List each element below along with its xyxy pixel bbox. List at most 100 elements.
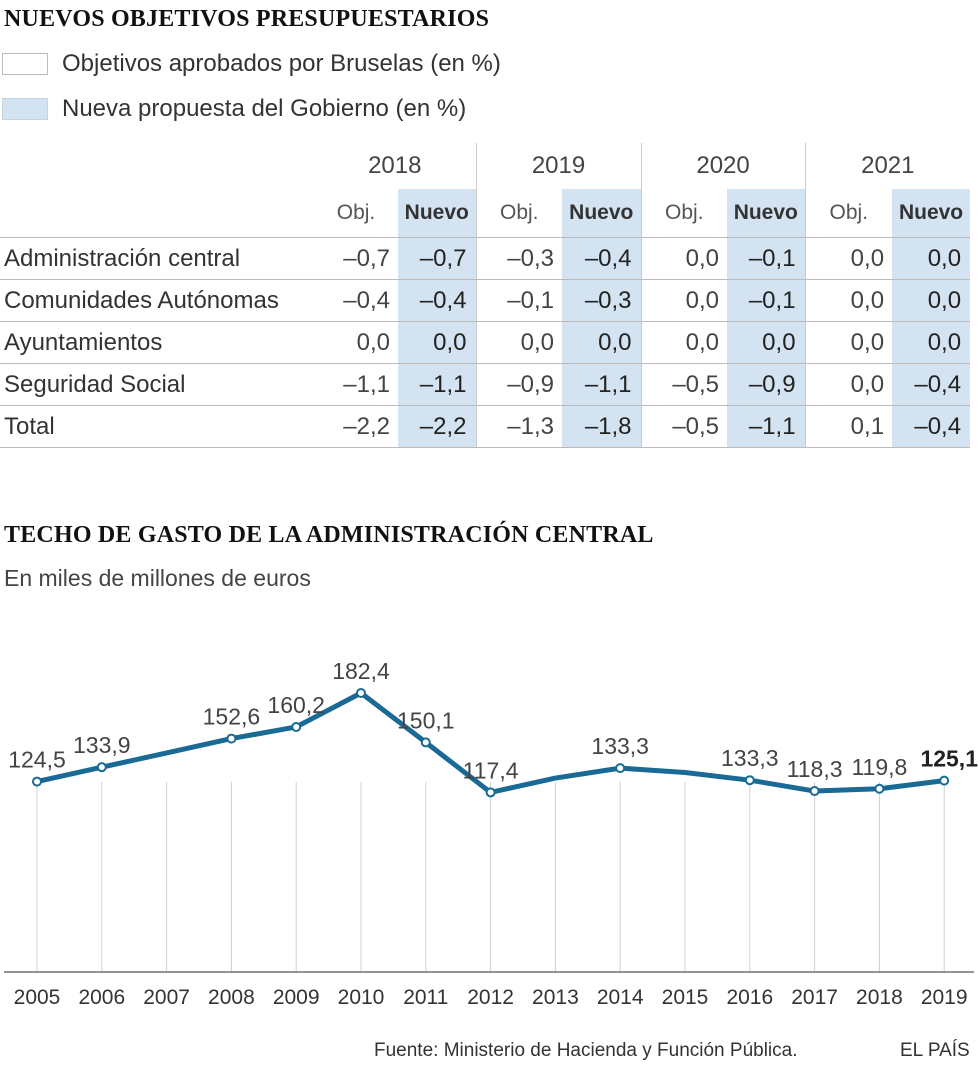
- cell-nuevo: –1,1: [398, 363, 477, 406]
- sub-header-nuevo: Nuevo: [892, 189, 971, 238]
- data-point: [939, 775, 950, 786]
- row-label: Administración central: [0, 237, 314, 280]
- x-tick-label: 2019: [921, 986, 968, 1009]
- data-label: 182,4: [332, 658, 390, 684]
- cell-obj: 0,0: [640, 321, 728, 364]
- year-header: 2019: [475, 143, 642, 189]
- sub-header-nuevo: Nuevo: [398, 189, 477, 238]
- cell-nuevo: –1,8: [562, 405, 642, 448]
- data-point: [874, 783, 885, 794]
- cell-nuevo: –0,4: [398, 279, 477, 322]
- corner-cell: [0, 143, 314, 189]
- legend-swatch-proposed: [2, 98, 48, 120]
- x-tick-label: 2006: [78, 986, 125, 1009]
- cell-nuevo: –0,3: [562, 279, 642, 322]
- cell-nuevo: –0,9: [727, 363, 806, 406]
- data-point: [615, 763, 626, 774]
- x-tick-label: 2005: [14, 986, 61, 1009]
- cell-obj: –1,3: [475, 405, 563, 448]
- legend-label-approved: Objetivos aprobados por Bruselas (en %): [62, 50, 501, 77]
- row-label: Comunidades Autónomas: [0, 279, 314, 322]
- data-label: 119,8: [851, 754, 907, 780]
- chart-subtitle: En miles de millones de euros: [4, 565, 311, 591]
- cell-nuevo: 0,0: [892, 321, 971, 364]
- chart-title: TECHO DE GASTO DE LA ADMINISTRACIÓN CENT…: [4, 522, 654, 548]
- cell-nuevo: –0,7: [398, 237, 477, 280]
- x-tick-label: 2010: [338, 986, 385, 1009]
- cell-obj: 0,0: [475, 321, 563, 364]
- data-label: 160,2: [267, 692, 325, 718]
- cell-nuevo: –1,1: [562, 363, 642, 406]
- x-tick-label: 2008: [208, 986, 255, 1009]
- data-point: [420, 737, 431, 748]
- x-tick-label: 2013: [532, 986, 579, 1009]
- line-chart: 2005 2006 2007 2008 2009 2010 2011 2012 2013 2014…: [4, 658, 978, 1009]
- cell-obj: 0,0: [640, 279, 728, 322]
- sub-header-row: Obj. Nuevo Obj. Nuevo Obj. Nuevo Obj. Nu…: [0, 189, 971, 238]
- legend-swatch-approved: [2, 53, 48, 75]
- data-label: 133,3: [721, 745, 779, 771]
- cell-nuevo: –1,1: [727, 405, 806, 448]
- cell-nuevo: 0,0: [727, 321, 806, 364]
- x-tick-label: 2014: [597, 986, 644, 1009]
- cell-obj: –0,5: [640, 405, 728, 448]
- sub-header-nuevo: Nuevo: [562, 189, 642, 238]
- legend-item-proposed: Nueva propuesta del Gobierno (en %): [2, 95, 466, 122]
- year-header-row: 2018 2019 2020 2021: [0, 143, 971, 189]
- cell-nuevo: –0,4: [892, 363, 971, 406]
- data-point: [744, 775, 755, 786]
- cell-obj: –1,1: [314, 363, 398, 406]
- sub-header-obj: Obj.: [640, 189, 728, 238]
- x-tick-label: 2017: [791, 986, 838, 1009]
- cell-obj: 0,1: [804, 405, 893, 448]
- sub-header-obj: Obj.: [314, 189, 398, 238]
- table-row: Administración central –0,7 –0,7 –0,3 –0…: [0, 237, 971, 280]
- data-point: [226, 733, 237, 744]
- x-tick-label: 2016: [726, 986, 773, 1009]
- cell-nuevo: –0,1: [727, 279, 806, 322]
- cell-obj: –0,5: [640, 363, 728, 406]
- data-point: [291, 721, 302, 732]
- sub-header-nuevo: Nuevo: [727, 189, 806, 238]
- budget-table: 2018 2019 2020 2021 Obj. Nuevo Obj. Nuev…: [0, 143, 971, 448]
- table-row: Comunidades Autónomas –0,4 –0,4 –0,1 –0,…: [0, 279, 971, 322]
- row-label: Seguridad Social: [0, 363, 314, 406]
- data-label: 125,1: [920, 746, 978, 772]
- x-tick-label: 2018: [856, 986, 903, 1009]
- cell-obj: 0,0: [314, 321, 398, 364]
- cell-nuevo: –0,1: [727, 237, 806, 280]
- cell-obj: 0,0: [804, 321, 893, 364]
- data-point: [96, 762, 107, 773]
- row-label: Total: [0, 405, 314, 448]
- x-tick-label: 2012: [467, 986, 514, 1009]
- cell-obj: 0,0: [804, 279, 893, 322]
- year-header: 2021: [804, 143, 971, 189]
- cell-nuevo: 0,0: [892, 237, 971, 280]
- corner-cell: [0, 189, 314, 238]
- cell-obj: –0,9: [475, 363, 563, 406]
- year-header: 2020: [640, 143, 806, 189]
- legend-item-approved: Objetivos aprobados por Bruselas (en %): [2, 50, 501, 77]
- cell-obj: –0,4: [314, 279, 398, 322]
- data-point: [485, 787, 496, 798]
- cell-obj: –0,3: [475, 237, 563, 280]
- cell-obj: 0,0: [804, 363, 893, 406]
- source-note: Fuente: Ministerio de Hacienda y Función…: [374, 1040, 798, 1061]
- row-label: Ayuntamientos: [0, 321, 314, 364]
- data-label: 117,4: [463, 757, 519, 783]
- cell-obj: –0,1: [475, 279, 563, 322]
- sub-header-obj: Obj.: [475, 189, 563, 238]
- cell-nuevo: 0,0: [398, 321, 477, 364]
- table-title: NUEVOS OBJETIVOS PRESUPUESTARIOS: [4, 6, 490, 32]
- table-row: Seguridad Social –1,1 –1,1 –0,9 –1,1 –0,…: [0, 363, 971, 406]
- table-row: Total –2,2 –2,2 –1,3 –1,8 –0,5 –1,1 0,1 …: [0, 405, 971, 448]
- sub-header-obj: Obj.: [804, 189, 893, 238]
- cell-nuevo: 0,0: [892, 279, 971, 322]
- x-tick-label: 2007: [143, 986, 190, 1009]
- data-point: [356, 688, 366, 698]
- cell-nuevo: –2,2: [398, 405, 477, 448]
- cell-nuevo: –0,4: [892, 405, 971, 448]
- cell-obj: –2,2: [314, 405, 398, 448]
- data-label: 152,6: [203, 704, 261, 730]
- x-tick-label: 2015: [662, 986, 709, 1009]
